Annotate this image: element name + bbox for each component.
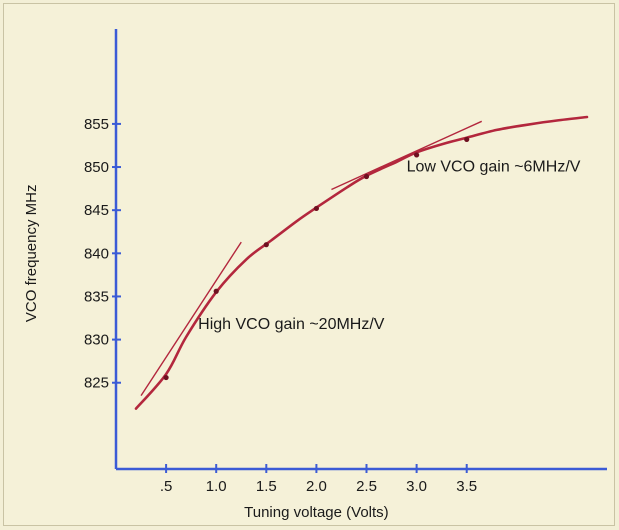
- y-tick-label: 830: [84, 332, 109, 349]
- data-point: [464, 136, 470, 143]
- annotation-label: High VCO gain ~20MHz/V: [198, 316, 385, 333]
- y-tick-label: 835: [84, 288, 109, 305]
- tick-labels: 825 830 835 840 845 850 855 .5 1.0 1.5 2.0 2.5 3.0 3.…: [84, 116, 477, 495]
- data-point: [363, 173, 370, 180]
- data-point: [263, 242, 269, 248]
- x-tick-label: 1.0: [206, 478, 227, 495]
- y-tick-label: 855: [84, 116, 109, 133]
- x-tick-label: 3.0: [406, 478, 427, 495]
- data-point: [213, 288, 219, 294]
- x-tick-label: 2.0: [306, 478, 327, 495]
- data-point: [414, 152, 420, 158]
- x-tick-label: 3.5: [456, 478, 477, 495]
- y-axis-title: VCO frequency MHz: [23, 185, 40, 323]
- y-tick-label: 840: [84, 245, 109, 262]
- vco-curve: [134, 115, 589, 410]
- plot-area: [134, 115, 589, 410]
- x-tick-label: 2.5: [356, 478, 377, 495]
- y-tick-label: 845: [84, 202, 109, 219]
- data-point: [163, 374, 169, 381]
- data-point: [313, 205, 320, 212]
- x-tick-label: 1.5: [256, 478, 277, 495]
- tangent-line: [140, 241, 242, 397]
- annotation-label: Low VCO gain ~6MHz/V: [407, 158, 581, 175]
- axes: [112, 29, 607, 473]
- annotations: High VCO gain ~20MHz/V Low VCO gain ~6MHz…: [198, 158, 581, 333]
- chart: 825 830 835 840 845 850 855 .5 1.0 1.5 2.0 2.5 3.0 3.…: [23, 29, 607, 521]
- x-tick-label: .5: [160, 478, 173, 495]
- y-tick-label: 850: [84, 159, 109, 176]
- y-tick-label: 825: [84, 375, 109, 392]
- x-axis-title: Tuning voltage (Volts): [244, 504, 389, 521]
- tangent-line: [331, 120, 483, 191]
- chart-frame: 825 830 835 840 845 850 855 .5 1.0 1.5 2.0 2.5 3.0 3.…: [3, 3, 615, 526]
